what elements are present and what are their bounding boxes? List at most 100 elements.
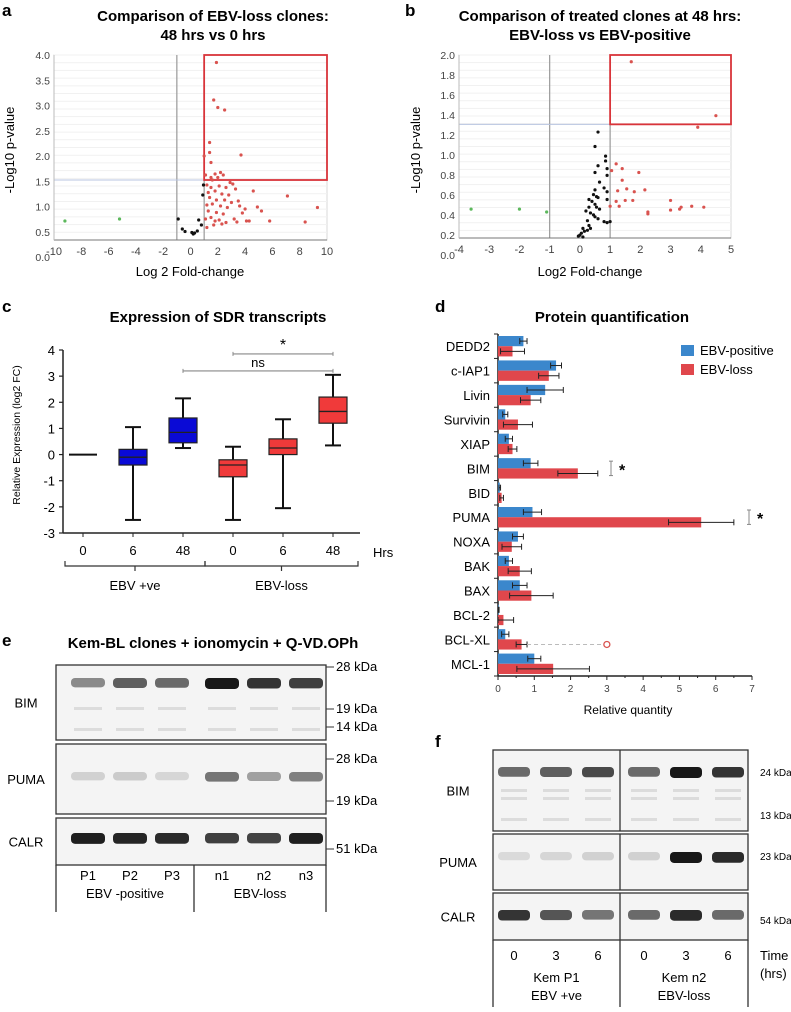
chart-a-point-up bbox=[285, 194, 290, 198]
chart-a-point-up bbox=[221, 173, 225, 177]
chart-b-ylabel: -Log10 p-value bbox=[408, 107, 423, 194]
blot-f-faint-band bbox=[501, 789, 527, 792]
chart-b-point-ns bbox=[588, 226, 593, 230]
chart-c-group-ebv-loss-bracket bbox=[204, 561, 359, 571]
blot-f-lane-label: 6 bbox=[594, 948, 601, 963]
chart-a-point-up bbox=[213, 219, 217, 223]
chart-b-point-ns bbox=[585, 219, 590, 223]
chart-c-group-ebv-loss-label: EBV-loss bbox=[255, 578, 308, 593]
blot-f-faint-band bbox=[585, 797, 611, 800]
chart-a-point-up bbox=[218, 204, 223, 208]
chart-b-point-ns bbox=[591, 193, 596, 197]
blot-f-band bbox=[582, 852, 614, 861]
blot-e-band bbox=[205, 678, 239, 689]
chart-b-point-ns bbox=[603, 159, 608, 163]
chart-c-ytick-label: 4 bbox=[48, 343, 55, 358]
chart-b-point-ns bbox=[588, 211, 593, 215]
chart-c-ytick-label: -3 bbox=[43, 526, 55, 541]
chart-d-category-label: BAK bbox=[464, 559, 490, 574]
chart-d-bar-ebv-positive bbox=[498, 336, 524, 347]
chart-a-point-up bbox=[223, 108, 227, 112]
chart-d-category-label: XIAP bbox=[460, 437, 490, 452]
blot-f-group-label: Kem P1 bbox=[533, 970, 579, 985]
blot-e-marker-label: 51 kDa bbox=[336, 841, 378, 856]
chart-a-point-up bbox=[218, 170, 223, 175]
chart-b-title-line1: Comparison of treated clones at 48 hrs: bbox=[459, 8, 742, 25]
chart-b-point-up bbox=[620, 178, 624, 182]
chart-a-point-up bbox=[210, 178, 214, 182]
chart-a-point-up bbox=[220, 222, 224, 226]
chart-a-point-up bbox=[255, 205, 259, 209]
chart-b-point-ns bbox=[605, 197, 609, 202]
chart-a-point-up bbox=[202, 154, 206, 158]
chart-d-outlier-marker bbox=[603, 640, 611, 649]
blot-e-marker-label: 19 kDa bbox=[336, 793, 378, 808]
blot-e-faint-band bbox=[116, 707, 144, 710]
blot-f-lane-label: 0 bbox=[510, 948, 517, 963]
chart-a-point-up bbox=[206, 190, 210, 195]
chart-a-point-up bbox=[228, 180, 232, 185]
chart-a-xtick-label: -10 bbox=[46, 246, 62, 258]
chart-b-point-ns bbox=[603, 154, 608, 158]
chart-a-ytick-label: 2.0 bbox=[35, 151, 50, 163]
panel-label-c: c bbox=[2, 297, 11, 316]
chart-a-point-ns bbox=[199, 223, 204, 227]
blot-e-lane-label: n3 bbox=[299, 868, 313, 883]
chart-d-xtick-label: 5 bbox=[677, 684, 683, 695]
blot-f-faint-band bbox=[715, 789, 741, 792]
chart-c-xtick-label: 6 bbox=[279, 543, 286, 558]
blot-e-marker-label: 14 kDa bbox=[336, 719, 378, 734]
chart-a-point-up bbox=[212, 98, 216, 102]
barchart-d: Protein quantification Relative quantity… bbox=[444, 309, 774, 717]
chart-a-point-up bbox=[208, 140, 212, 145]
chart-c-title: Expression of SDR transcripts bbox=[110, 309, 327, 326]
chart-b-point-ns bbox=[593, 215, 597, 219]
western-blot-f: BIM 24 kDa 13 kDa PUMA 23 kDa CALR 54 kDa 0 3 6 0 3… bbox=[439, 749, 791, 1007]
chart-c-significance-label: ns bbox=[251, 355, 265, 370]
blot-f-faint-band bbox=[585, 789, 611, 792]
chart-d-category-label: Survivin bbox=[444, 413, 490, 428]
chart-d-bar-ebv-loss bbox=[498, 639, 522, 650]
chart-a-xtick-label: 10 bbox=[321, 246, 333, 258]
chart-b-point-up bbox=[625, 187, 629, 191]
chart-a-point-up bbox=[209, 175, 213, 180]
chart-a-xtick-label: -4 bbox=[131, 246, 141, 258]
chart-a-ytick-label: 4.0 bbox=[35, 50, 50, 62]
blot-e-lane-label: n2 bbox=[257, 868, 271, 883]
chart-a-point-up bbox=[223, 198, 227, 202]
chart-d-category-label: BCL-2 bbox=[453, 608, 490, 623]
blot-e-group-label: EBV-loss bbox=[234, 886, 287, 901]
chart-b-point-ns bbox=[597, 207, 602, 211]
blot-f-group-label: EBV-loss bbox=[658, 988, 711, 1003]
chart-b-point-up bbox=[646, 212, 650, 216]
blot-e-band bbox=[289, 833, 323, 844]
chart-c-xtick-label: 6 bbox=[129, 543, 136, 558]
chart-c-ytick-label: 1 bbox=[48, 421, 55, 436]
chart-c-ytick-label: 3 bbox=[48, 369, 55, 384]
panel-label-f: f bbox=[435, 732, 441, 751]
chart-a-point-up bbox=[238, 204, 242, 208]
blot-f-band bbox=[540, 910, 572, 921]
chart-c-group-ebv-pos-label: EBV +ve bbox=[110, 578, 161, 593]
chart-b-point-up bbox=[620, 167, 624, 171]
blot-e-marker-label: 28 kDa bbox=[336, 659, 378, 674]
blot-e-faint-band bbox=[208, 707, 236, 710]
chart-a-point-up bbox=[244, 219, 249, 223]
blot-f-band bbox=[670, 852, 702, 863]
blot-e-band bbox=[205, 772, 239, 782]
chart-b-ytick-label: 0.2 bbox=[440, 230, 455, 242]
chart-b-xtick-label: 3 bbox=[667, 244, 673, 256]
chart-a-point-up bbox=[231, 182, 235, 186]
chart-d-xtick-label: 6 bbox=[713, 684, 719, 695]
blot-f-faint-band bbox=[673, 789, 699, 792]
chart-a-ytick-label: 1.0 bbox=[35, 202, 50, 214]
blot-e-faint-band bbox=[158, 728, 186, 731]
panel-label-b: b bbox=[405, 1, 415, 20]
blot-f-row-label: BIM bbox=[446, 784, 469, 799]
chart-d-category-label: NOXA bbox=[453, 535, 490, 550]
chart-a-point-up bbox=[229, 200, 234, 205]
chart-a-point-up bbox=[232, 217, 236, 221]
blot-e-band bbox=[113, 678, 147, 688]
chart-a-point-up bbox=[214, 198, 219, 202]
blot-f-faint-band bbox=[631, 789, 657, 792]
